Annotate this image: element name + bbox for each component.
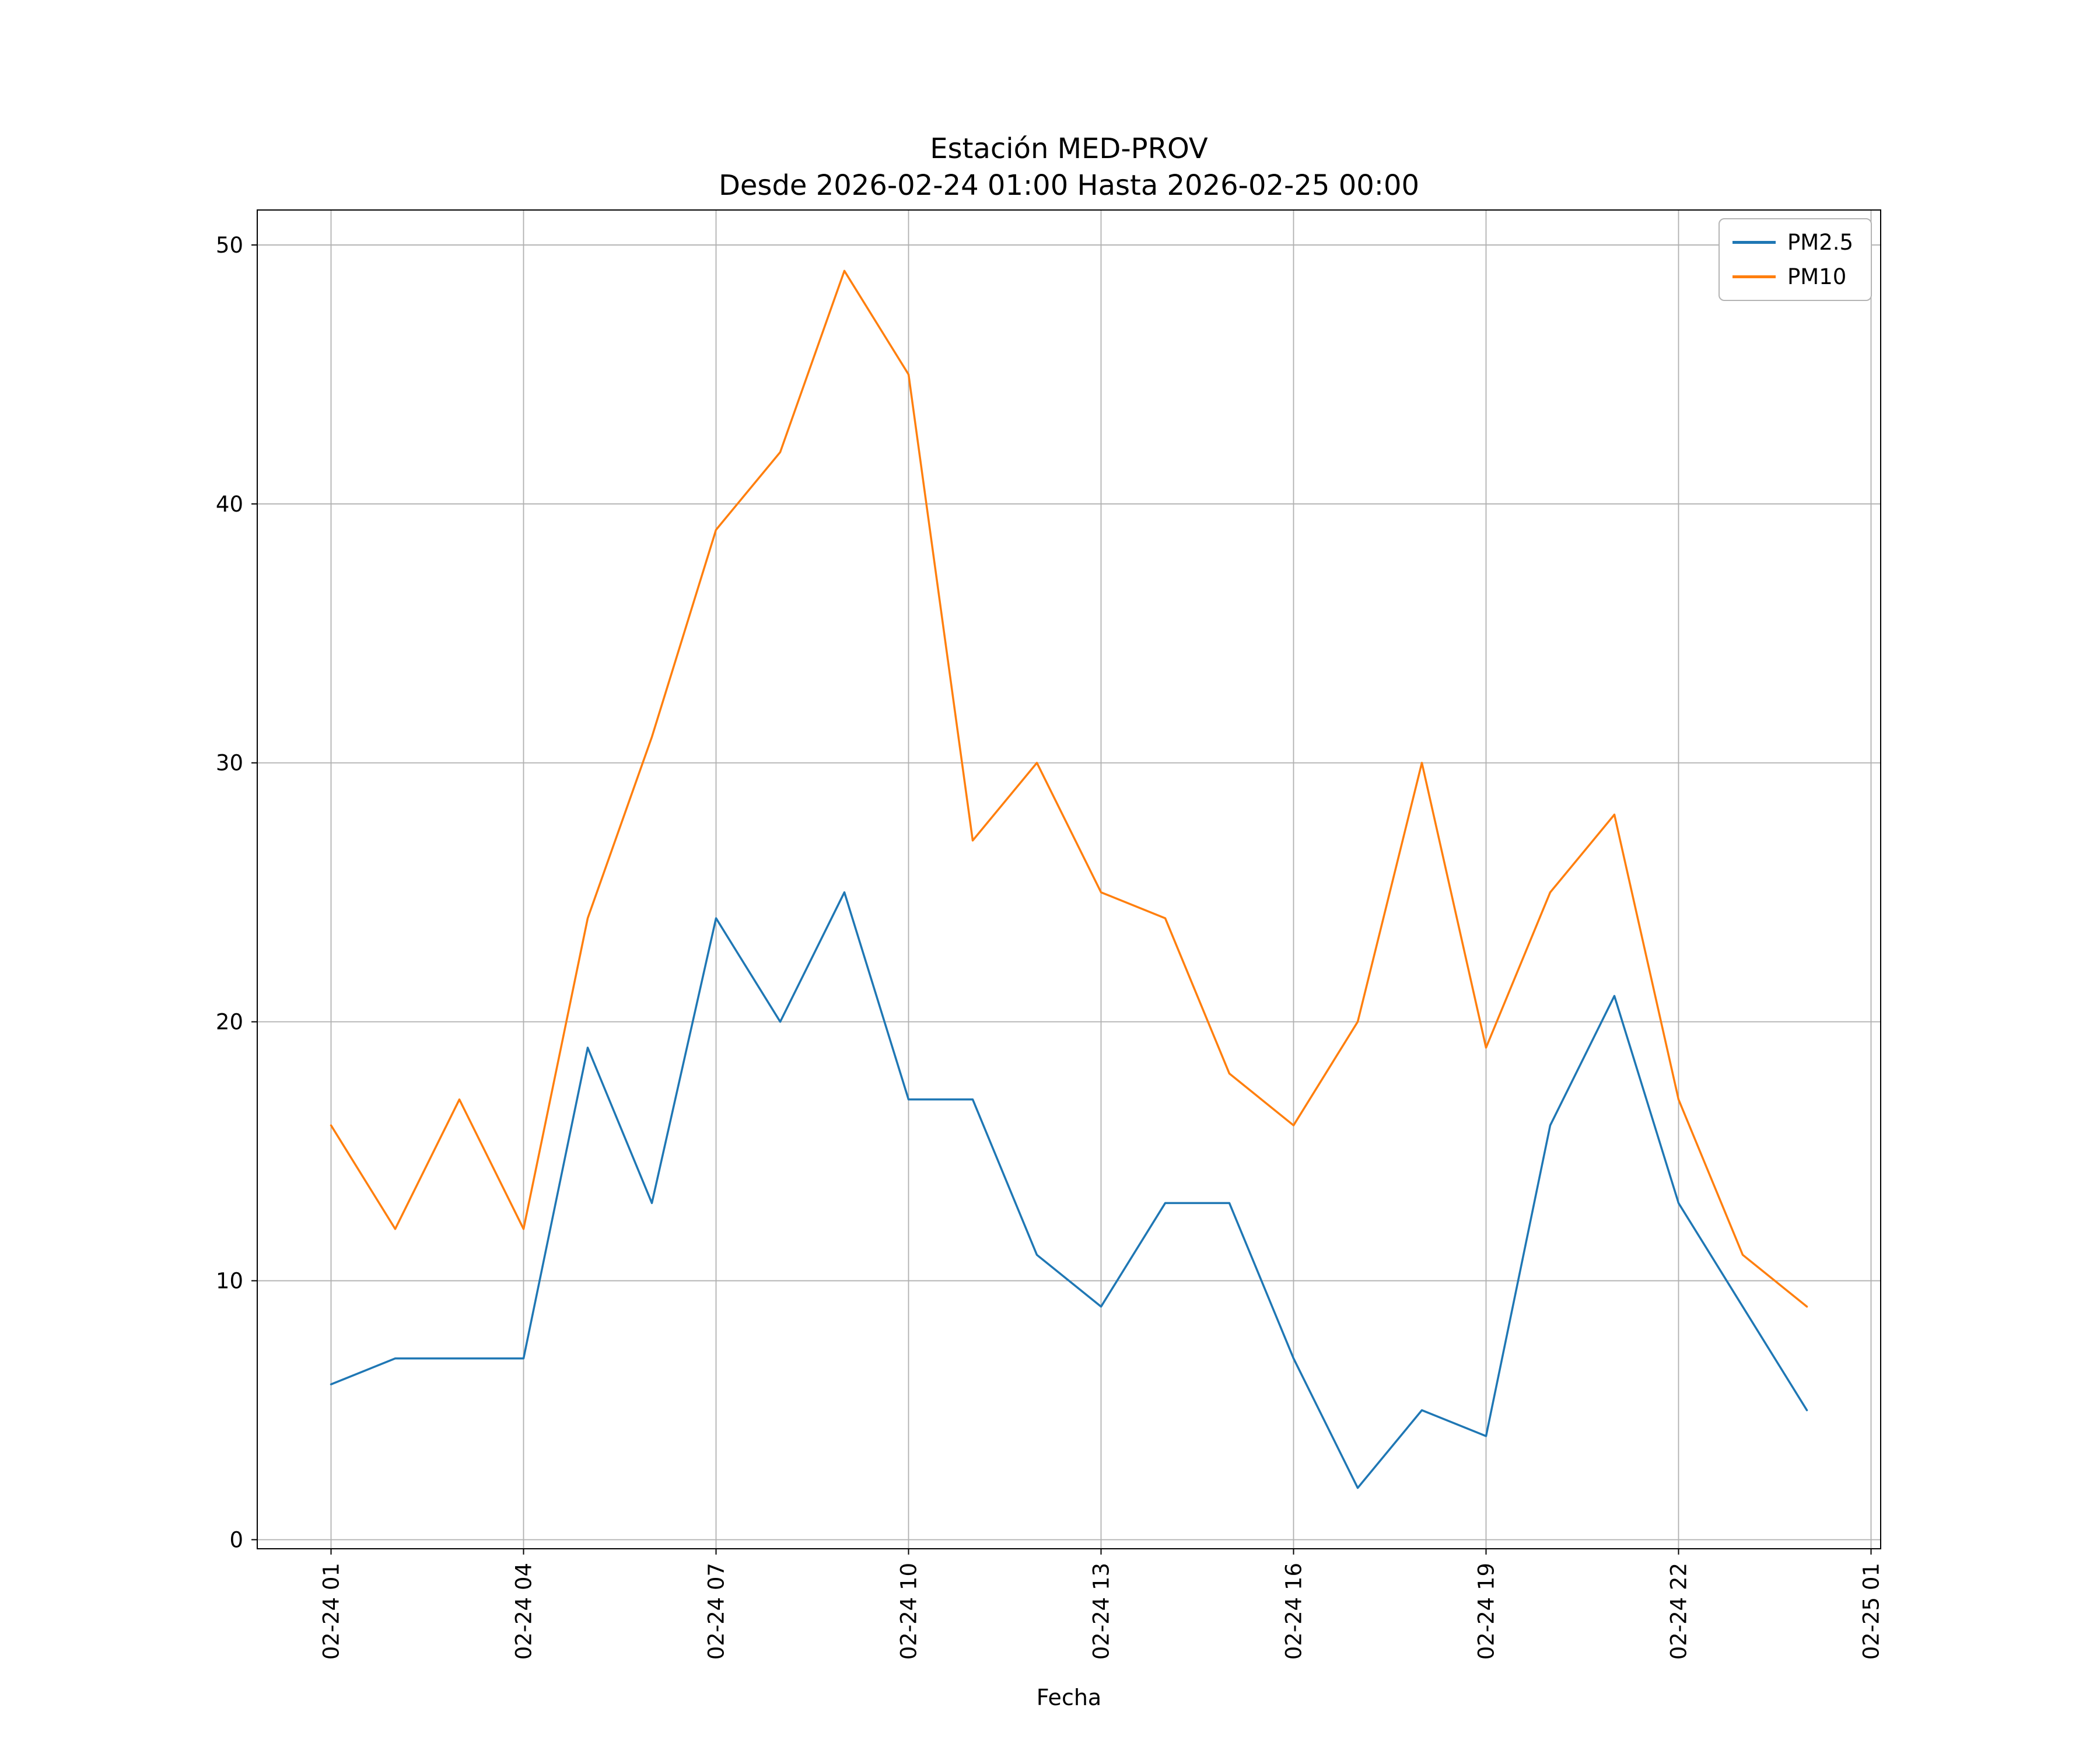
legend: PM2.5 PM10 xyxy=(1718,218,1873,301)
legend-label-pm10: PM10 xyxy=(1787,264,1847,289)
y-tick-label: 0 xyxy=(229,1527,243,1552)
pm25-line-swatch xyxy=(1732,241,1776,244)
x-tick-label: 02-24 19 xyxy=(1474,1563,1499,1660)
x-tick-label: 02-24 13 xyxy=(1089,1563,1114,1660)
legend-item-pm25: PM2.5 xyxy=(1732,230,1853,255)
axes-frame xyxy=(257,209,1881,1549)
x-tick-label: 02-25 01 xyxy=(1859,1563,1884,1660)
series-line-pm10 xyxy=(330,270,1808,1308)
legend-label-pm25: PM2.5 xyxy=(1787,230,1854,255)
y-tick-label: 50 xyxy=(216,233,243,258)
y-tick-label: 40 xyxy=(216,492,243,517)
y-tick-label: 10 xyxy=(216,1269,243,1294)
x-axis-label: Fecha xyxy=(1036,1685,1102,1710)
y-tick-label: 30 xyxy=(216,751,243,776)
y-tick-label: 20 xyxy=(216,1010,243,1035)
legend-item-pm10: PM10 xyxy=(1732,264,1853,289)
x-tick-label: 02-24 07 xyxy=(704,1563,729,1660)
chart-title: Estación MED-PROV Desde 2026-02-24 01:00… xyxy=(257,131,1881,205)
x-tick-label: 02-24 04 xyxy=(512,1563,537,1660)
x-tick-label: 02-24 16 xyxy=(1282,1563,1307,1660)
chart-title-line2: Desde 2026-02-24 01:00 Hasta 2026-02-25 … xyxy=(718,169,1420,202)
series-line-pm25 xyxy=(330,891,1808,1489)
pm10-line-swatch xyxy=(1732,275,1776,278)
x-tick-label: 02-24 10 xyxy=(897,1563,922,1660)
x-tick-label: 02-24 01 xyxy=(319,1563,344,1660)
chart-title-line1: Estación MED-PROV xyxy=(930,132,1208,165)
x-tick-label: 02-24 22 xyxy=(1667,1563,1692,1660)
